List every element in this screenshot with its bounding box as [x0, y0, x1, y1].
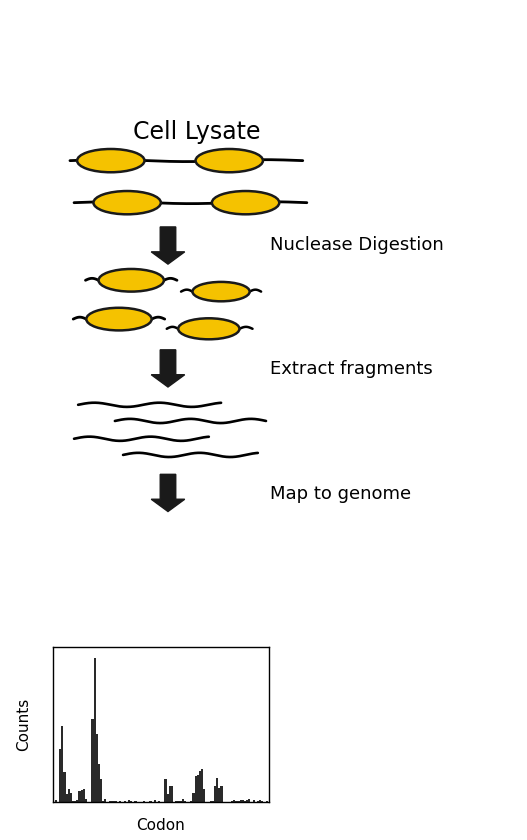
Ellipse shape: [86, 307, 152, 330]
Bar: [233, 801, 236, 802]
Bar: [244, 801, 246, 802]
Text: Nuclease Digestion: Nuclease Digestion: [270, 236, 444, 254]
Bar: [113, 801, 115, 802]
Bar: [216, 778, 218, 802]
Bar: [83, 789, 85, 802]
Bar: [63, 772, 65, 802]
Bar: [85, 800, 87, 802]
Bar: [231, 801, 233, 802]
Bar: [178, 801, 180, 802]
Bar: [201, 769, 203, 802]
Text: Map to genome: Map to genome: [270, 485, 411, 502]
Bar: [180, 801, 182, 802]
Bar: [169, 786, 171, 802]
Bar: [81, 790, 83, 802]
Bar: [248, 799, 250, 802]
Ellipse shape: [192, 282, 250, 302]
Bar: [134, 801, 136, 802]
Bar: [74, 801, 76, 802]
FancyArrow shape: [151, 349, 185, 387]
Ellipse shape: [99, 269, 164, 291]
Bar: [102, 801, 104, 802]
Bar: [246, 801, 248, 802]
Bar: [266, 801, 268, 802]
Text: Cell Lysate: Cell Lysate: [133, 120, 260, 144]
Bar: [175, 801, 178, 802]
Ellipse shape: [196, 149, 263, 172]
Bar: [214, 785, 216, 802]
Bar: [171, 786, 173, 802]
Bar: [79, 791, 81, 802]
Bar: [100, 780, 102, 802]
Bar: [150, 801, 152, 802]
Bar: [94, 659, 96, 802]
Bar: [98, 764, 100, 802]
Bar: [158, 801, 160, 802]
Bar: [68, 789, 70, 802]
Bar: [130, 801, 132, 802]
Bar: [109, 801, 111, 802]
Bar: [252, 800, 255, 802]
Ellipse shape: [178, 318, 239, 339]
Ellipse shape: [93, 191, 161, 214]
Bar: [261, 801, 264, 802]
Bar: [154, 800, 156, 802]
Bar: [55, 801, 57, 802]
Bar: [76, 801, 79, 802]
Bar: [220, 786, 222, 802]
Bar: [242, 800, 244, 802]
Bar: [104, 800, 106, 802]
Bar: [194, 776, 197, 802]
Bar: [65, 794, 68, 802]
Bar: [61, 727, 63, 802]
Ellipse shape: [212, 191, 279, 214]
FancyArrow shape: [151, 227, 185, 264]
Bar: [197, 775, 199, 802]
Bar: [190, 801, 192, 802]
Text: Codon: Codon: [136, 818, 185, 833]
Bar: [143, 801, 145, 802]
Bar: [203, 789, 206, 802]
Bar: [111, 801, 113, 802]
Bar: [184, 801, 186, 802]
Bar: [96, 734, 98, 802]
Bar: [182, 799, 184, 802]
Bar: [91, 719, 94, 802]
Bar: [240, 801, 242, 802]
Bar: [59, 749, 61, 802]
Bar: [192, 793, 194, 802]
Bar: [164, 779, 167, 802]
Ellipse shape: [77, 149, 144, 172]
Bar: [199, 770, 201, 802]
Bar: [259, 801, 261, 802]
Text: Extract fragments: Extract fragments: [270, 360, 433, 378]
Bar: [128, 801, 130, 802]
Bar: [218, 788, 220, 802]
FancyArrow shape: [151, 475, 185, 512]
Bar: [212, 801, 214, 802]
Bar: [70, 793, 72, 802]
Bar: [167, 794, 169, 802]
Text: Counts: Counts: [16, 698, 31, 751]
